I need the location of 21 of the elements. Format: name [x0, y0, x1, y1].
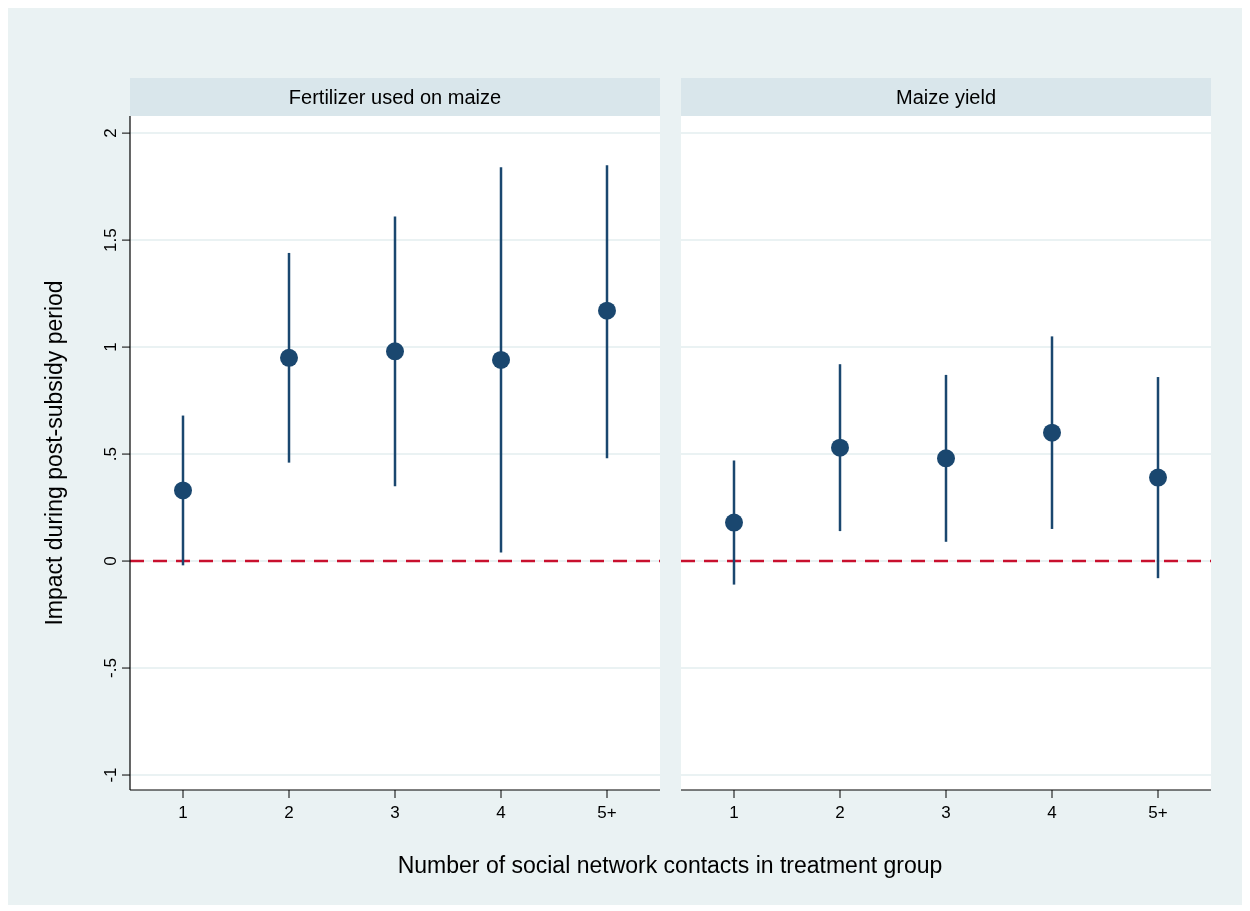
x-axis-title: Number of social network contacts in treatment group	[397, 852, 943, 878]
y-tick-label: 2	[101, 128, 120, 138]
x-tick-label: 3	[390, 803, 400, 822]
y-tick-label: 0	[101, 556, 120, 566]
chart-title: Maize yield	[895, 86, 997, 108]
y-tick-label: 1	[101, 342, 120, 352]
x-tick-label: 2	[835, 803, 845, 822]
y-axis-title: Impact during post-subsidy period	[41, 280, 67, 626]
x-tick-label: 1	[178, 803, 188, 822]
y-tick-label: -.5	[101, 658, 120, 678]
chart-title: Fertilizer used on maize	[288, 86, 502, 108]
x-tick-label: 4	[496, 803, 506, 822]
x-tick-label: 5+	[597, 803, 617, 822]
x-tick-label: 5+	[1148, 803, 1168, 822]
y-tick-label: .5	[101, 446, 120, 462]
x-tick-label: 3	[941, 803, 951, 822]
x-tick-label: 2	[284, 803, 294, 822]
x-tick-label: 1	[729, 803, 739, 822]
y-tick-label: -1	[101, 767, 120, 783]
x-tick-label: 4	[1047, 803, 1057, 822]
y-tick-label: 1.5	[101, 228, 120, 252]
